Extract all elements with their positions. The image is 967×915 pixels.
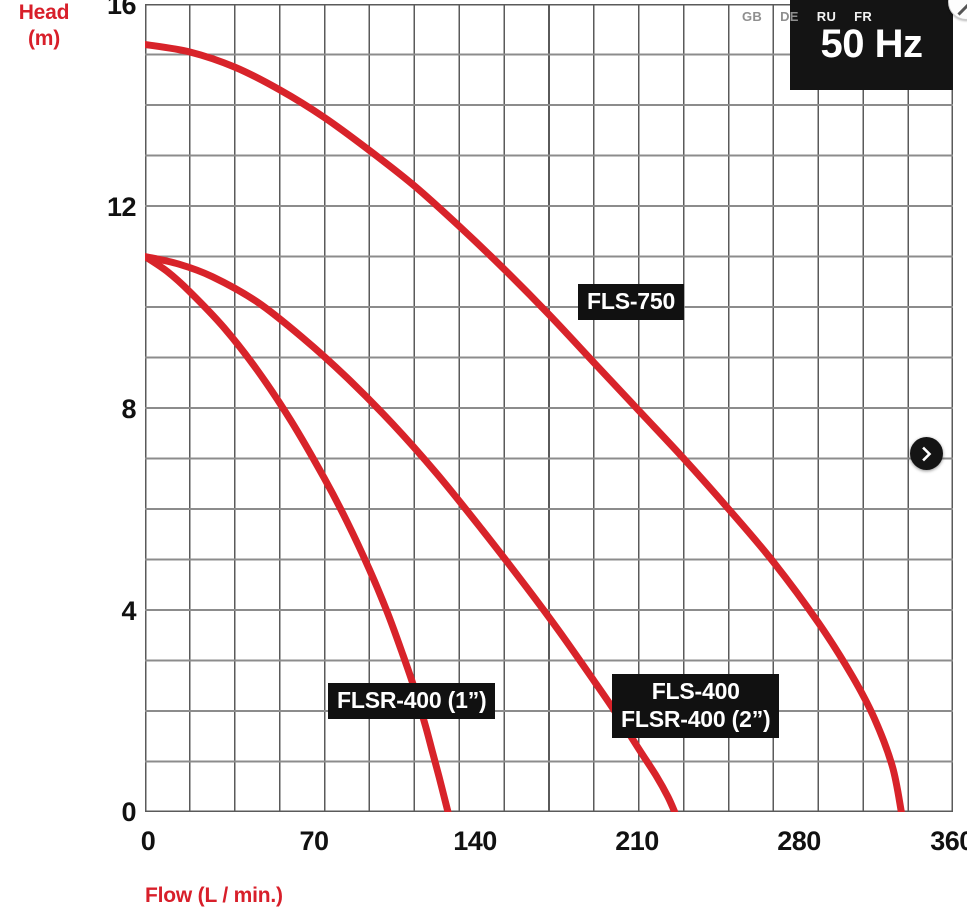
y-tick-label-4: 4 <box>121 596 136 626</box>
y-axis-title: Head (m) <box>0 0 88 52</box>
frequency-badge-label: 50 Hz <box>820 22 924 66</box>
curve-label-fls-750: FLS-750 <box>578 284 685 320</box>
x-tick-label-70: 70 <box>299 826 329 856</box>
curve-label-fls-400: FLS-400 <box>651 678 740 704</box>
curve-label-flsr-400-1in: FLSR-400 (1”) <box>328 683 496 719</box>
frequency-badge: 50 Hz <box>790 0 953 90</box>
language-option-gb[interactable]: GB <box>742 9 763 24</box>
x-tick-label-140: 140 <box>453 826 497 856</box>
curve-label-fls-400-group: FLS-400 FLSR-400 (2”) <box>612 674 780 738</box>
language-switcher[interactable]: GB DE RU FR <box>733 8 881 26</box>
x-tick-label-210: 210 <box>615 826 659 856</box>
curve-label-flsr-400-2in: FLSR-400 (2”) <box>621 706 771 732</box>
y-axis-title-line1: Head <box>18 1 70 24</box>
y-tick-label-0: 0 <box>121 797 136 827</box>
resize-handle-icon <box>957 1 967 16</box>
x-axis-title: Flow (L / min.) <box>145 884 283 907</box>
language-option-de[interactable]: DE <box>780 9 799 24</box>
language-option-fr[interactable]: FR <box>854 9 873 24</box>
x-tick-label-0: 0 <box>140 826 156 856</box>
chevron-right-icon <box>921 446 931 461</box>
y-tick-label-12: 12 <box>106 192 137 222</box>
x-tick-label-360: 360 <box>930 826 967 856</box>
chart-plot-area <box>145 4 953 812</box>
next-slide-button[interactable] <box>910 437 943 470</box>
y-tick-label-8: 8 <box>121 394 136 424</box>
y-axis-title-line2: (m) <box>27 27 61 50</box>
language-option-ru[interactable]: RU <box>816 9 837 24</box>
chart-gridlines <box>145 4 953 812</box>
y-tick-label-16: 16 <box>106 0 137 20</box>
x-tick-label-280: 280 <box>777 826 821 856</box>
